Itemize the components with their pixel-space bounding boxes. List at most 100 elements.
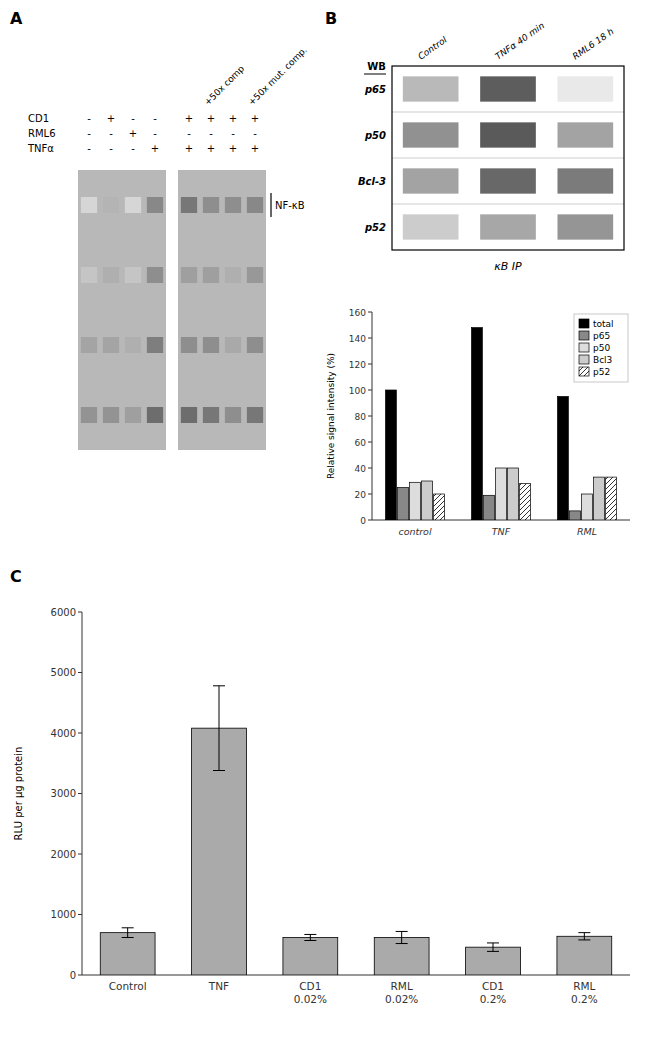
y-axis [82, 612, 83, 975]
blot-band [557, 168, 613, 193]
gel-band [225, 197, 241, 213]
y-tick-label: 3000 [51, 788, 76, 799]
gel-band [103, 407, 119, 423]
y-tick-label: 80 [355, 412, 367, 422]
blot-band [403, 76, 459, 101]
error-bar [578, 933, 590, 940]
condition-sign: + [207, 113, 215, 124]
blot-band [403, 214, 459, 239]
gel-band [247, 197, 263, 213]
condition-sign: + [251, 143, 259, 154]
gel-band [147, 337, 163, 353]
condition-sign: - [87, 143, 91, 154]
blot-frame [392, 66, 624, 250]
blot-band [403, 168, 459, 193]
condition-sign: - [109, 128, 113, 139]
y-tick [368, 494, 372, 495]
bar-chart: C0100020003000400050006000RLU per µg pro… [10, 567, 630, 1005]
y-tick-label: 40 [355, 464, 367, 474]
y-tick-label: 140 [349, 334, 366, 344]
gel-background [178, 170, 266, 450]
condition-sign: - [87, 113, 91, 124]
x-axis [82, 975, 630, 976]
panel-title: C [10, 567, 22, 586]
bar [558, 397, 569, 521]
x-tick-label: RML [577, 526, 597, 537]
legend-swatch [579, 355, 589, 364]
condition-sign: - [131, 143, 135, 154]
x-tick-label: control [398, 526, 431, 537]
gel-band [225, 337, 241, 353]
gel-band [81, 197, 97, 213]
column-label: Control [416, 34, 449, 61]
y-tick-label: 20 [355, 490, 367, 500]
error-bar [487, 943, 499, 951]
text-line: 0.02% [385, 993, 418, 1005]
band-bracket [270, 193, 271, 217]
y-tick [78, 854, 82, 855]
lane-header: +50x comp [202, 63, 246, 107]
figure: ANF-κBCD1-+--++++RML6--+-----TNFα---++++… [0, 0, 650, 1038]
legend-label: p65 [593, 331, 610, 341]
condition-sign: + [185, 143, 193, 154]
gel-band [125, 337, 141, 353]
row-label: Bcl-3 [358, 176, 386, 187]
row-label: p65 [364, 84, 386, 95]
gel-band [181, 407, 197, 423]
gel-panel: ANF-κBCD1-+--++++RML6--+-----TNFα---++++… [10, 9, 309, 450]
y-tick [368, 468, 372, 469]
row-label: p50 [364, 130, 386, 141]
blot-panel: Bp65p50Bcl-3p52ControlTNFα 40 minRML6 18… [325, 9, 624, 273]
y-label: Relative signal intensity (%) [326, 353, 336, 479]
gel-background [78, 170, 166, 450]
bar [570, 511, 581, 520]
condition-sign: + [151, 143, 159, 154]
condition-sign: + [129, 128, 137, 139]
y-tick [78, 672, 82, 673]
blot-band [480, 214, 536, 239]
panel-title: B [325, 9, 337, 28]
condition-name: TNFα [27, 143, 54, 154]
bars [100, 686, 611, 975]
legend: totalp65p50Bcl3p52 [574, 314, 628, 382]
y-tick [368, 390, 372, 391]
blot-band [480, 122, 536, 147]
bar [594, 477, 605, 520]
y-tick [368, 338, 372, 339]
y-tick [368, 364, 372, 365]
y-tick [78, 975, 82, 976]
x-label: κB IP [494, 260, 522, 273]
condition-sign: - [153, 113, 157, 124]
gel-band [81, 337, 97, 353]
condition-sign: - [209, 128, 213, 139]
bar [398, 488, 409, 521]
bar [422, 481, 433, 520]
text-line: CD1 [299, 980, 321, 992]
y-tick [368, 416, 372, 417]
y-tick [368, 442, 372, 443]
legend-label: p50 [593, 343, 610, 353]
error-bar [304, 934, 316, 940]
blot-band [480, 76, 536, 101]
x-tick-label: RML0.02% [385, 980, 418, 1005]
y-tick-label: 5000 [51, 667, 76, 678]
text-line: 0.2% [571, 993, 598, 1005]
blot-band [480, 168, 536, 193]
condition-sign: + [107, 113, 115, 124]
y-tick [368, 520, 372, 521]
legend-label: Bcl3 [593, 355, 612, 365]
y-tick [78, 733, 82, 734]
gel-band [225, 407, 241, 423]
gel-band [247, 407, 263, 423]
bar [557, 936, 612, 975]
text-line: RML [573, 980, 595, 992]
bar [484, 495, 495, 520]
legend-swatch [579, 331, 589, 340]
gel-band [103, 337, 119, 353]
text-line: 0.02% [294, 993, 327, 1005]
condition-sign: + [207, 143, 215, 154]
gel-band [225, 267, 241, 283]
y-tick [78, 914, 82, 915]
gel-band [181, 197, 197, 213]
y-tick-label: 4000 [51, 728, 76, 739]
